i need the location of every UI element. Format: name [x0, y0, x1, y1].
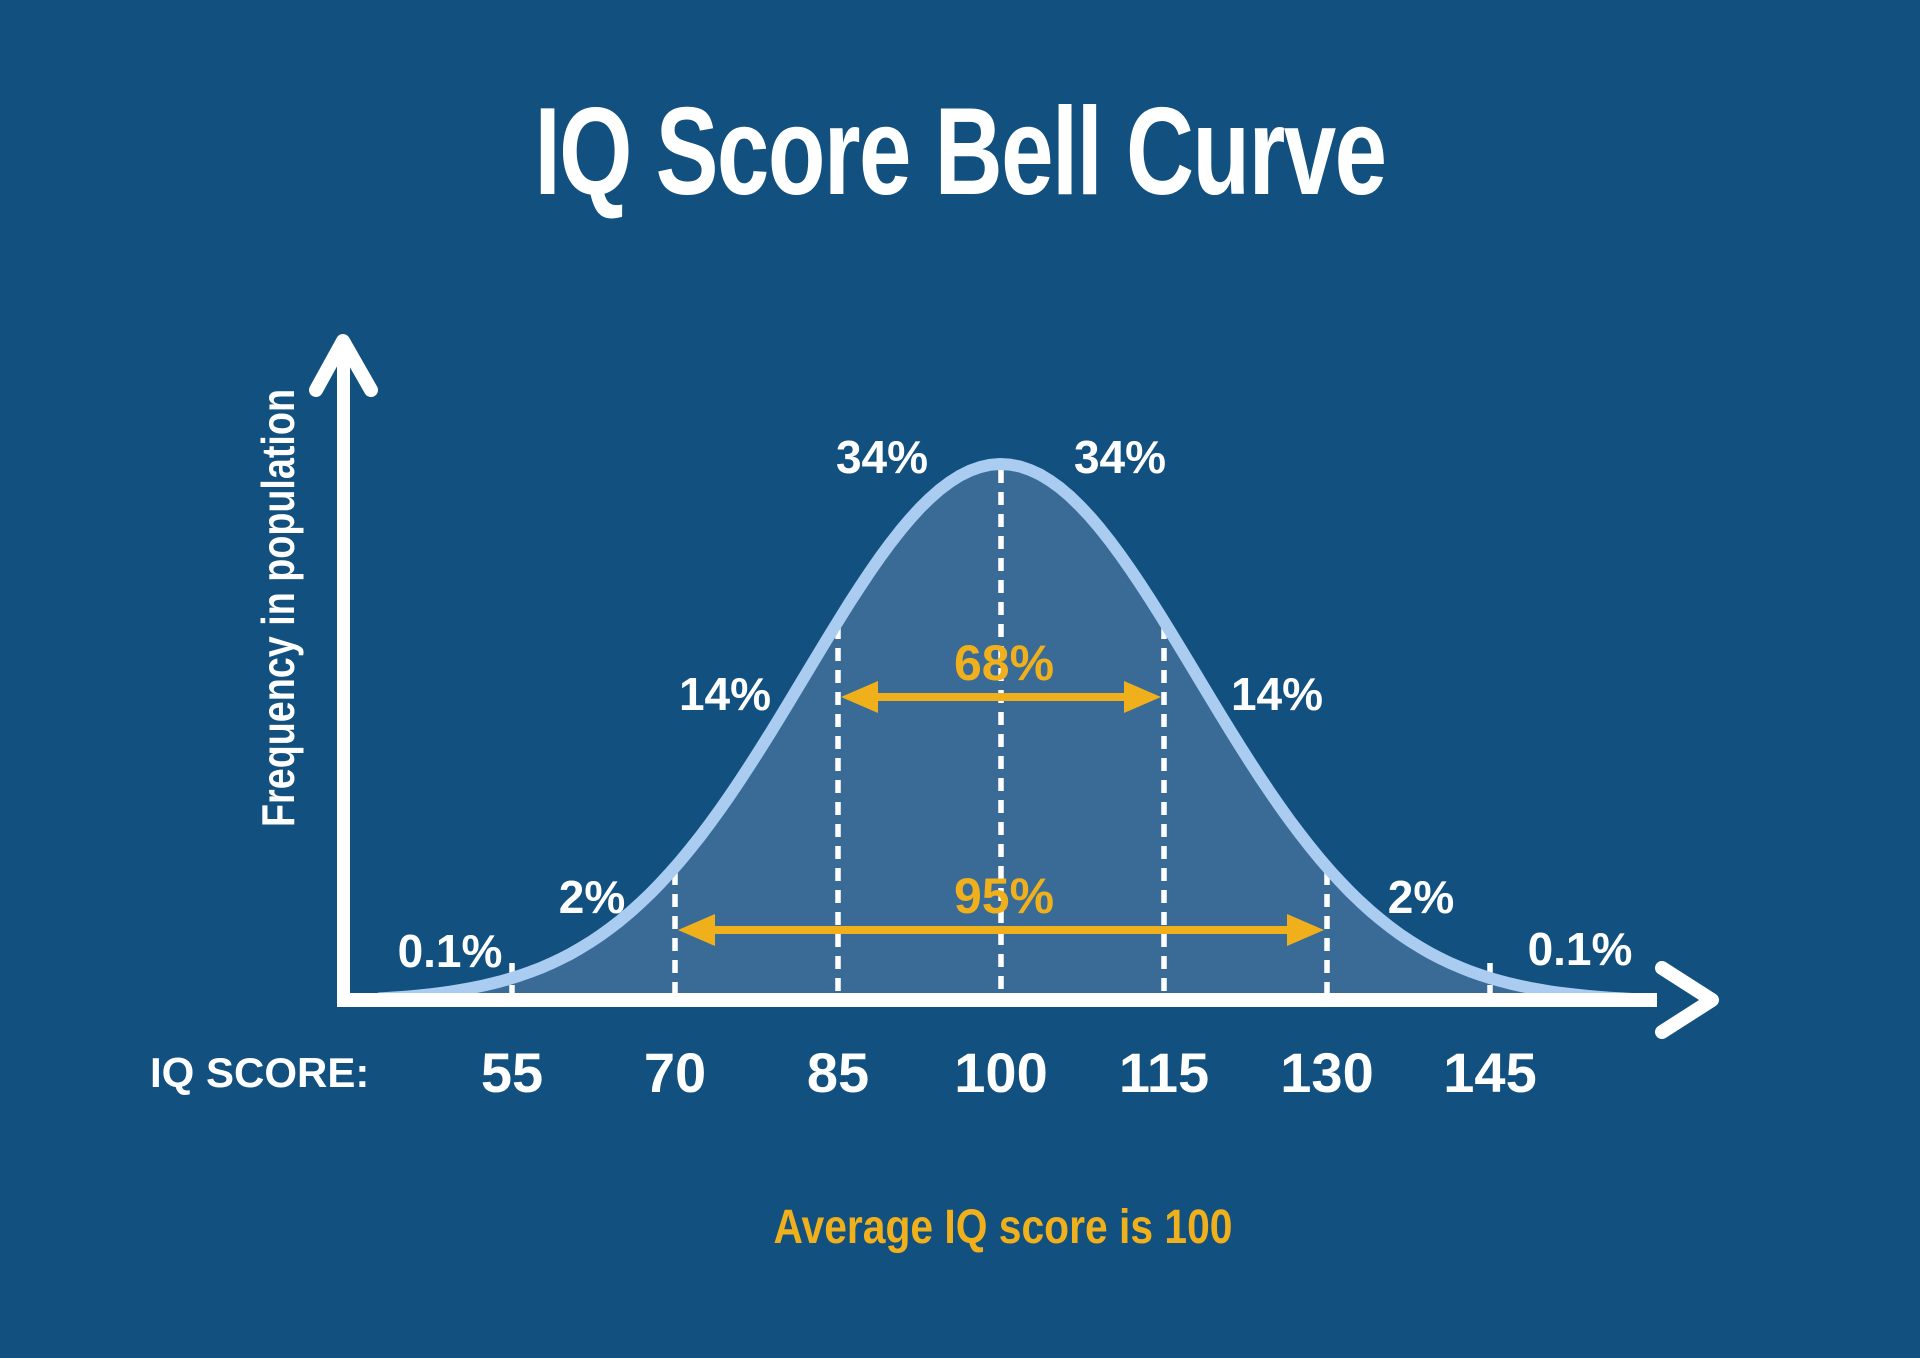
x-axis-line [337, 993, 1657, 1007]
page-title-text: IQ Score Bell Curve [534, 83, 1387, 221]
tick-label-145: 145 [1443, 1041, 1537, 1104]
y-axis-arrow-icon [309, 334, 378, 397]
axis-arrowheads [309, 334, 1719, 1039]
percent-label-right-2: 2% [1387, 871, 1455, 923]
range-68-label: 68% [953, 635, 1055, 691]
range-68-arrowhead-left-icon [841, 681, 878, 713]
footnote-text: Average IQ score is 100 [773, 1201, 1233, 1254]
bell-curve-line [374, 458, 1636, 1005]
percent-label-left-tail: 0.1% [397, 925, 503, 977]
tick-label-115: 115 [1118, 1041, 1210, 1104]
x-axis-caption: IQ SCORE: [150, 1049, 370, 1096]
axes [337, 352, 1657, 1007]
tick-label-100: 100 [954, 1041, 1048, 1104]
bell-curve-area [380, 464, 1630, 1002]
y-axis-line [337, 352, 350, 1007]
range-arrows [678, 681, 1324, 946]
percent-label-right-14: 14% [1230, 668, 1324, 720]
range-95-label: 95% [953, 868, 1055, 924]
range-95-arrowhead-right-icon [1287, 914, 1324, 946]
y-axis-label: Frequency in population [252, 341, 304, 875]
percent-label-right-tail: 0.1% [1527, 923, 1633, 975]
tick-label-130: 130 [1280, 1041, 1374, 1104]
footnote: Average IQ score is 100 [733, 1204, 1273, 1252]
percent-label-left-34: 34% [835, 431, 929, 483]
stddev-dashed-lines [509, 470, 1493, 993]
tick-label-85: 85 [806, 1041, 870, 1104]
percent-label-right-34: 34% [1073, 431, 1167, 483]
x-axis-arrow-icon [1655, 961, 1719, 1039]
range-95-arrowhead-left-icon [678, 914, 715, 946]
y-axis-label-text: Frequency in population [252, 389, 304, 827]
percent-label-left-14: 14% [678, 668, 772, 720]
tick-label-70: 70 [643, 1041, 707, 1104]
range-68-arrowhead-right-icon [1124, 681, 1161, 713]
page-title: IQ Score Bell Curve [400, 90, 1520, 214]
tick-label-55: 55 [480, 1041, 544, 1104]
percent-label-left-2: 2% [558, 871, 626, 923]
